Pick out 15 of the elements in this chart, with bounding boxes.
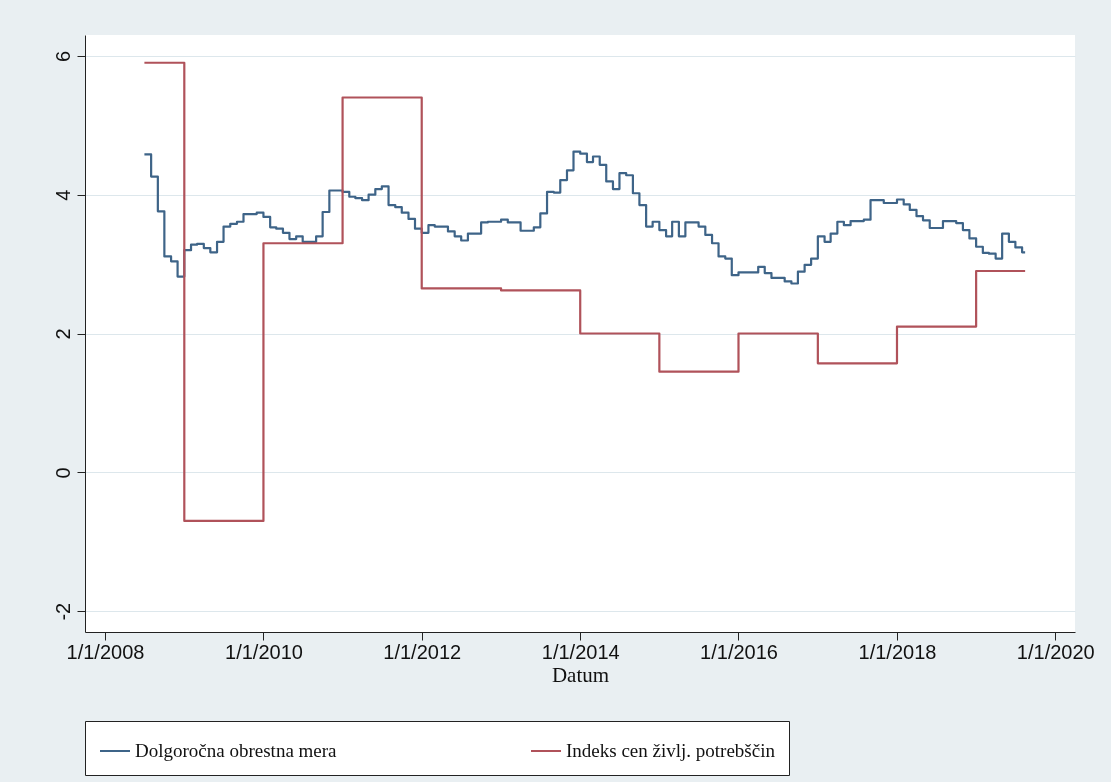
y-tick-label: -2 [51, 602, 74, 621]
x-tick-label: 1/1/2014 [541, 640, 620, 663]
x-tick-label: 1/1/2008 [66, 640, 145, 663]
x-tick-label: 1/1/2010 [225, 640, 303, 663]
x-tick-label: 1/1/2020 [1016, 640, 1095, 663]
y-tick-label: 4 [51, 189, 74, 201]
x-tick-label: 1/1/2018 [858, 640, 937, 663]
y-tick-label: 0 [51, 467, 74, 479]
x-tick-label: 1/1/2012 [383, 640, 462, 663]
y-tick-label: 6 [51, 50, 74, 62]
x-tick-label: 1/1/2016 [700, 640, 778, 663]
x-axis-title: Datum [551, 662, 610, 687]
legend-label: Indeks cen življ. potrebščin [566, 740, 776, 761]
legend-label: Dolgoročna obrestna mera [135, 740, 338, 761]
y-tick-label: 2 [51, 328, 74, 340]
